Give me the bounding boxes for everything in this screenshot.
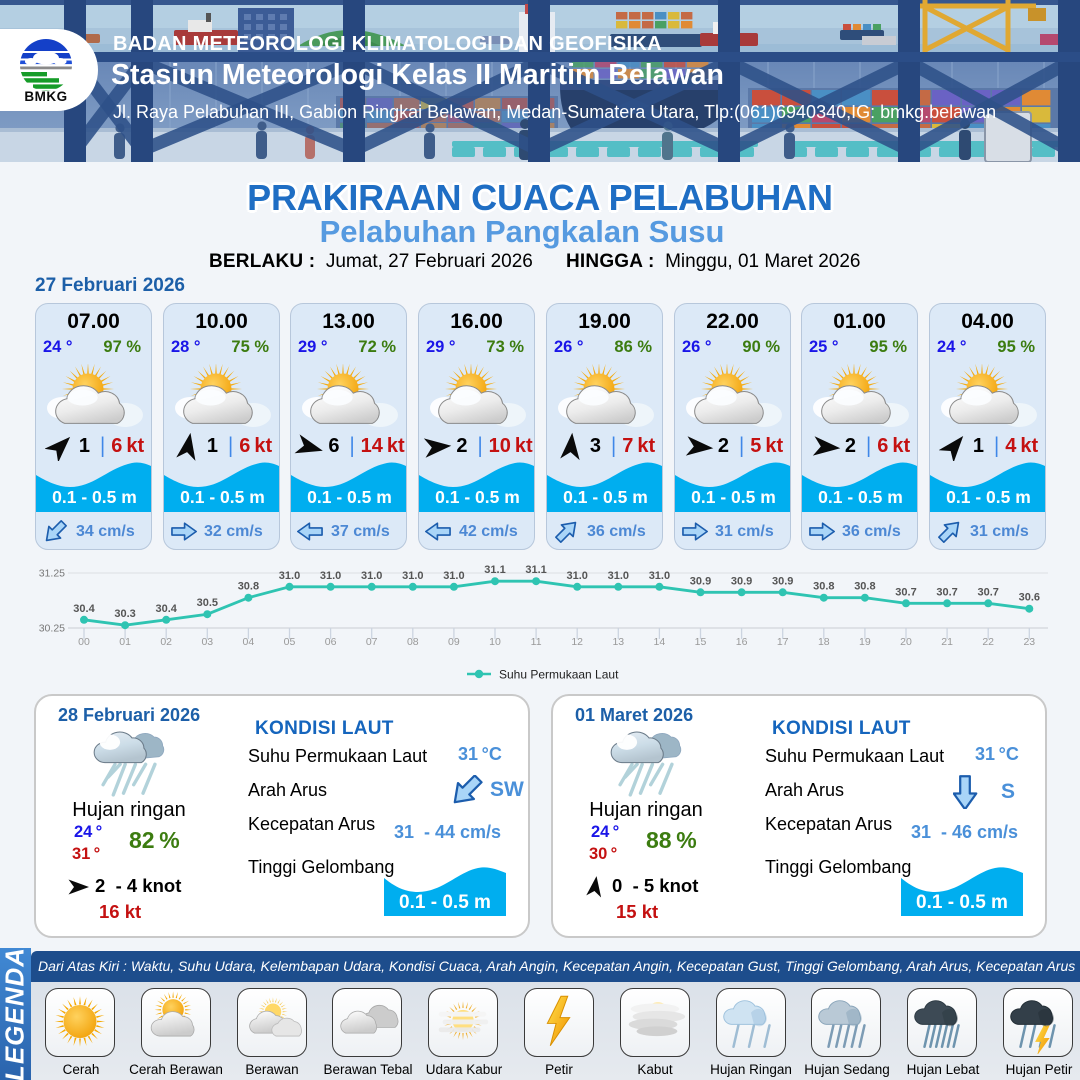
svg-text:0.1 - 0.5 m: 0.1 - 0.5 m [691, 487, 776, 507]
svg-text:11: 11 [531, 636, 542, 648]
svg-text:30.8: 30.8 [854, 581, 875, 593]
svg-text:31.0: 31.0 [279, 570, 300, 582]
svg-text:0.1 - 0.5 m: 0.1 - 0.5 m [435, 487, 520, 507]
svg-text:13: 13 [612, 636, 624, 648]
svg-text:09: 09 [448, 636, 460, 648]
svg-text:31.1: 31.1 [525, 564, 546, 576]
svg-text:0.1 - 0.5 m: 0.1 - 0.5 m [916, 892, 1008, 913]
svg-text:31.0: 31.0 [320, 570, 341, 582]
svg-text:0.1 - 0.5 m: 0.1 - 0.5 m [180, 487, 265, 507]
svg-text:31.1: 31.1 [484, 564, 505, 576]
svg-text:16: 16 [736, 636, 748, 648]
svg-text:Suhu Permukaan Laut: Suhu Permukaan Laut [499, 668, 619, 682]
svg-text:31.0: 31.0 [649, 570, 670, 582]
svg-text:31.25: 31.25 [39, 568, 65, 580]
svg-text:31.0: 31.0 [402, 570, 423, 582]
svg-text:30.3: 30.3 [114, 608, 135, 620]
svg-text:31.0: 31.0 [443, 570, 464, 582]
svg-text:30.25: 30.25 [39, 623, 65, 635]
svg-text:0.1 - 0.5 m: 0.1 - 0.5 m [307, 487, 392, 507]
svg-text:30.7: 30.7 [977, 586, 998, 598]
svg-text:31.0: 31.0 [361, 570, 382, 582]
svg-text:0.1 - 0.5 m: 0.1 - 0.5 m [818, 487, 903, 507]
svg-text:02: 02 [160, 636, 172, 648]
svg-text:0.1 - 0.5 m: 0.1 - 0.5 m [946, 487, 1031, 507]
svg-text:00: 00 [78, 636, 90, 648]
svg-text:20: 20 [900, 636, 912, 648]
svg-text:0.1 - 0.5 m: 0.1 - 0.5 m [399, 892, 491, 913]
svg-text:30.9: 30.9 [772, 575, 793, 587]
svg-text:31.0: 31.0 [566, 570, 587, 582]
svg-text:01: 01 [119, 636, 131, 648]
svg-text:21: 21 [941, 636, 953, 648]
svg-text:30.9: 30.9 [731, 575, 752, 587]
svg-text:30.9: 30.9 [690, 575, 711, 587]
svg-text:0.1 - 0.5 m: 0.1 - 0.5 m [52, 487, 137, 507]
svg-text:17: 17 [777, 636, 789, 648]
svg-text:30.7: 30.7 [936, 586, 957, 598]
svg-text:18: 18 [818, 636, 830, 648]
svg-text:BMKG: BMKG [24, 89, 67, 104]
svg-text:30.7: 30.7 [895, 586, 916, 598]
svg-text:14: 14 [654, 636, 666, 648]
svg-text:07: 07 [366, 636, 378, 648]
svg-text:05: 05 [284, 636, 296, 648]
svg-text:30.4: 30.4 [73, 603, 95, 615]
svg-text:06: 06 [325, 636, 337, 648]
svg-text:30.5: 30.5 [197, 597, 218, 609]
svg-text:12: 12 [571, 636, 583, 648]
svg-text:0.1 - 0.5 m: 0.1 - 0.5 m [563, 487, 648, 507]
svg-text:22: 22 [982, 636, 994, 648]
svg-text:30.8: 30.8 [813, 581, 834, 593]
svg-text:04: 04 [243, 636, 255, 648]
svg-text:30.6: 30.6 [1019, 592, 1040, 604]
svg-text:19: 19 [859, 636, 871, 648]
svg-text:30.8: 30.8 [238, 581, 259, 593]
svg-text:03: 03 [201, 636, 213, 648]
svg-text:10: 10 [489, 636, 501, 648]
svg-text:23: 23 [1023, 636, 1035, 648]
svg-text:31.0: 31.0 [608, 570, 629, 582]
svg-text:30.4: 30.4 [155, 603, 177, 615]
svg-text:08: 08 [407, 636, 419, 648]
svg-text:15: 15 [695, 636, 707, 648]
